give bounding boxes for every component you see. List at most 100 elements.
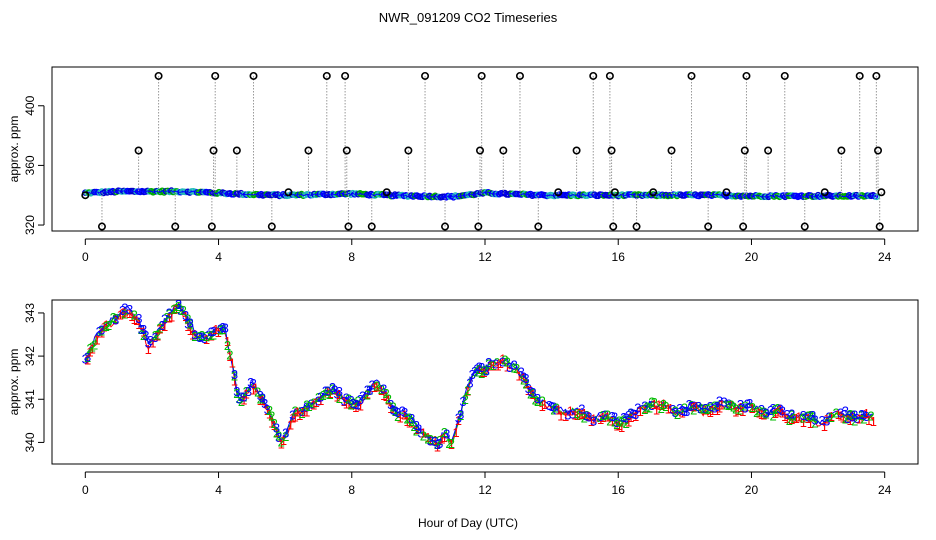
bottom-marker-2: 2	[345, 392, 352, 407]
bottom-marker-3: 3	[240, 390, 247, 405]
bottom-marker-1: 1	[168, 309, 175, 324]
bottom-marker-1: 1	[839, 410, 846, 425]
bottom-marker-1: 1	[149, 335, 156, 350]
bottom-marker-1: 1	[618, 420, 625, 435]
bottom-marker-3: 3	[166, 306, 173, 321]
bottom-marker-2: 2	[804, 408, 811, 423]
bottom-x-tick-label: 24	[878, 483, 892, 497]
top-spike-point	[572, 146, 581, 155]
top-spike-point	[534, 222, 543, 231]
bottom-marker-3: 3	[366, 383, 373, 398]
top-spike-point	[211, 71, 220, 80]
bottom-marker-3: 3	[690, 399, 697, 414]
bottom-marker-1: 1	[748, 401, 755, 416]
bottom-marker-1: 1	[539, 399, 546, 414]
bottom-marker-2: 2	[788, 408, 795, 423]
bottom-series-markers: 3123121221312311222123113123131121132312…	[82, 297, 877, 454]
bottom-marker-1: 1	[126, 306, 133, 321]
bottom-marker-1: 1	[557, 408, 564, 423]
bottom-marker-2: 2	[112, 311, 119, 326]
bottom-marker-2: 2	[553, 400, 560, 415]
top-spike-point	[589, 71, 598, 80]
bottom-marker-3: 3	[851, 407, 858, 422]
bottom-marker-2: 2	[347, 397, 354, 412]
bottom-marker-1: 1	[170, 302, 177, 317]
bottom-marker-2: 2	[198, 328, 205, 343]
bottom-marker-3: 3	[648, 398, 655, 413]
bottom-marker-3: 3	[387, 397, 394, 412]
bottom-marker-1: 1	[154, 329, 161, 344]
bottom-marker-1: 1	[732, 405, 739, 420]
bottom-marker-1: 1	[448, 437, 455, 452]
bottom-x-tick-label: 4	[215, 483, 222, 497]
bottom-y-tick-label: 340	[23, 432, 37, 452]
bottom-marker-3: 3	[697, 401, 704, 416]
bottom-marker-2: 2	[434, 437, 441, 452]
bottom-marker-1: 1	[289, 411, 296, 426]
bottom-marker-2: 2	[690, 403, 697, 418]
bottom-marker-2: 2	[762, 406, 769, 421]
bottom-marker-2: 2	[324, 384, 331, 399]
bottom-marker-3: 3	[860, 408, 867, 423]
bottom-marker-1: 1	[401, 408, 408, 423]
bottom-marker-3: 3	[485, 355, 492, 370]
top-spike-point	[209, 146, 218, 155]
bottom-marker-2: 2	[322, 387, 329, 402]
bottom-marker-1: 1	[131, 312, 138, 327]
bottom-marker-2: 2	[378, 382, 385, 397]
bottom-marker-2: 2	[84, 350, 91, 365]
bottom-marker-3: 3	[98, 323, 105, 338]
bottom-marker-3: 3	[427, 434, 434, 449]
bottom-marker-2: 2	[103, 319, 110, 334]
bottom-marker-2: 2	[483, 363, 490, 378]
bottom-y-axis-label: approx. ppm	[7, 349, 21, 416]
bottom-marker-3: 3	[550, 400, 557, 415]
top-spike-point	[722, 188, 731, 197]
bottom-marker-1: 1	[527, 383, 534, 398]
bottom-marker-2: 2	[259, 391, 266, 406]
bottom-marker-1: 1	[821, 419, 828, 434]
bottom-marker-3: 3	[415, 421, 422, 436]
bottom-marker-3: 3	[417, 425, 424, 440]
bottom-marker-1: 1	[240, 393, 247, 408]
bottom-marker-3: 3	[135, 311, 142, 326]
bottom-marker-2: 2	[613, 417, 620, 432]
top-spike-point	[344, 222, 353, 231]
bottom-marker-3: 3	[863, 409, 870, 424]
bottom-marker-2: 2	[140, 328, 147, 343]
bottom-marker-1: 1	[310, 397, 317, 412]
bottom-marker-1: 1	[658, 398, 665, 413]
bottom-marker-1: 1	[571, 407, 578, 422]
bottom-marker-1: 1	[487, 358, 494, 373]
bottom-marker-3: 3	[350, 396, 357, 411]
bottom-marker-3: 3	[152, 330, 159, 345]
top-x-tick-label: 16	[612, 250, 626, 264]
bottom-marker-2: 2	[700, 401, 707, 416]
bottom-marker-2: 2	[807, 408, 814, 423]
bottom-marker-2: 2	[774, 401, 781, 416]
bottom-marker-3: 3	[380, 381, 387, 396]
bottom-marker-3: 3	[138, 322, 145, 337]
bottom-marker-2: 2	[217, 322, 224, 337]
bottom-marker-3: 3	[401, 405, 408, 420]
bottom-marker-1: 1	[86, 345, 93, 360]
bottom-marker-3: 3	[282, 425, 289, 440]
bottom-marker-1: 1	[420, 426, 427, 441]
bottom-marker-3: 3	[853, 411, 860, 426]
bottom-marker-2: 2	[478, 366, 485, 381]
bottom-marker-2: 2	[849, 407, 856, 422]
bottom-marker-3: 3	[289, 408, 296, 423]
bottom-marker-2: 2	[641, 402, 648, 417]
bottom-marker-1: 1	[690, 400, 697, 415]
bottom-marker-2: 2	[175, 299, 182, 314]
bottom-marker-2: 2	[366, 382, 373, 397]
bottom-marker-2: 2	[394, 409, 401, 424]
bottom-marker-1: 1	[693, 399, 700, 414]
bottom-marker-1: 1	[520, 371, 527, 386]
bottom-marker-1: 1	[653, 403, 660, 418]
bottom-marker-1: 1	[714, 403, 721, 418]
bottom-marker-3: 3	[548, 399, 555, 414]
bottom-marker-3: 3	[222, 320, 229, 335]
bottom-marker-2: 2	[651, 395, 658, 410]
bottom-marker-3: 3	[352, 397, 359, 412]
